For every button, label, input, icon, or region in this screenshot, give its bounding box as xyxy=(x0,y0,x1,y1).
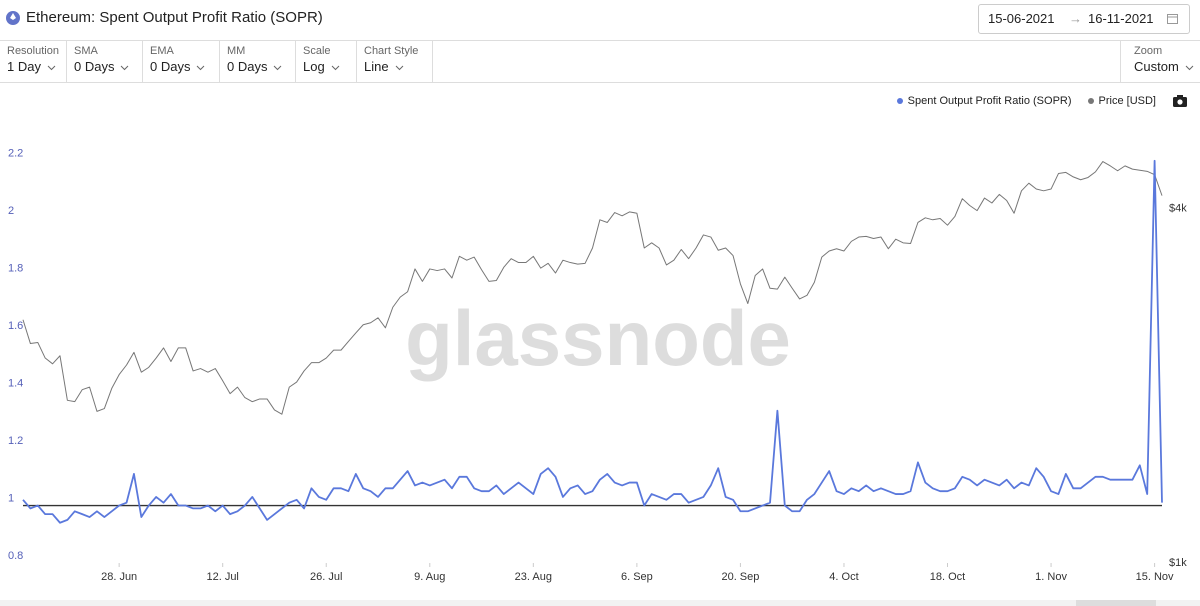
y-tick-label: 1.2 xyxy=(8,435,23,447)
control-value: Log xyxy=(303,59,356,74)
chevron xyxy=(197,65,205,70)
chevron xyxy=(1185,65,1194,70)
legend-dot xyxy=(1087,98,1094,105)
control-value: 0 Days xyxy=(74,59,142,74)
control-label: SMA xyxy=(74,45,98,57)
x-tick-label: 20. Sep xyxy=(721,571,759,583)
control[interactable]: MM 0 Days xyxy=(220,41,296,82)
header: Ethereum: Spent Output Profit Ratio (SOP… xyxy=(0,0,1200,41)
y-tick-label: 0.8 xyxy=(8,550,23,562)
y-tick-label: 1 xyxy=(8,493,14,505)
date-range[interactable]: 15-06-2021 → 16-11-2021 xyxy=(978,4,1190,34)
controls: Resolution 1 Day SMA 0 Days EMA 0 Days MM 0 … xyxy=(0,41,1200,83)
control[interactable]: EMA 0 Days xyxy=(143,41,220,82)
calendar-icon[interactable] xyxy=(1167,13,1178,24)
value: 1 Day xyxy=(7,59,41,74)
x-tick-label: 15. Nov xyxy=(1136,571,1174,583)
control-value: 0 Days xyxy=(227,59,295,74)
legend-label: Spent Output Profit Ratio (SOPR) xyxy=(907,95,1072,107)
control-label: Resolution xyxy=(7,45,59,57)
chevron xyxy=(395,65,403,70)
camera-icon[interactable] xyxy=(1173,95,1187,107)
legend-label: Price [USD] xyxy=(1098,95,1156,107)
control[interactable]: Chart Style Line xyxy=(357,41,433,82)
y2-tick-label: $4k xyxy=(1169,203,1187,215)
value: 0 Days xyxy=(227,59,268,74)
control[interactable]: Scale Log xyxy=(296,41,357,82)
control-value: 0 Days xyxy=(150,59,219,74)
chevron xyxy=(331,65,340,70)
arrow: → xyxy=(1069,11,1082,26)
control-label: Scale xyxy=(303,45,331,57)
navigator xyxy=(0,600,1200,606)
x-tick-label: 26. Jul xyxy=(310,571,342,583)
y-tick-label: 1.4 xyxy=(8,378,23,390)
x-tick-label: 23. Aug xyxy=(515,571,552,583)
control-value: 1 Day xyxy=(7,59,66,74)
value: Custom xyxy=(1134,59,1179,74)
x-tick-label: 9. Aug xyxy=(414,571,445,583)
control[interactable]: SMA 0 Days xyxy=(67,41,143,82)
value: 0 Days xyxy=(150,59,191,74)
x-tick-label: 6. Sep xyxy=(621,571,653,583)
legend-item[interactable]: Price [USD] xyxy=(1087,95,1156,107)
title: Ethereum: Spent Output Profit Ratio (SOP… xyxy=(26,9,323,26)
x-tick-label: 1. Nov xyxy=(1035,571,1067,583)
watermark: glassnode xyxy=(405,294,791,382)
control-value: Line xyxy=(364,59,432,74)
eth-icon xyxy=(6,11,20,25)
legend-dot xyxy=(896,98,903,105)
y2-tick-label: $1k xyxy=(1169,557,1187,569)
date-from[interactable]: 15-06-2021 xyxy=(988,11,1055,26)
legend-item[interactable]: Spent Output Profit Ratio (SOPR) xyxy=(896,95,1072,107)
legend: Spent Output Profit Ratio (SOPR) Price [U… xyxy=(896,95,1156,107)
series-line xyxy=(22,161,1163,415)
navigator-handle xyxy=(1076,600,1156,606)
y-tick-label: 1.8 xyxy=(8,263,23,275)
chevron xyxy=(47,65,56,70)
chevron xyxy=(274,65,282,70)
control-value: Custom xyxy=(1134,59,1200,74)
series-line xyxy=(22,159,1163,524)
date-to[interactable]: 16-11-2021 xyxy=(1088,11,1154,26)
value: Line xyxy=(364,59,389,74)
control[interactable]: Resolution 1 Day xyxy=(0,41,67,82)
y-tick-label: 2.2 xyxy=(8,148,23,160)
control-label: EMA xyxy=(150,45,174,57)
y-tick-label: 2 xyxy=(8,205,14,217)
x-tick-label: 28. Jun xyxy=(101,571,137,583)
x-tick-label: 18. Oct xyxy=(930,571,965,583)
control-label: Chart Style xyxy=(364,45,419,57)
chevron xyxy=(121,65,129,70)
value: Log xyxy=(303,59,325,74)
x-tick-label: 12. Jul xyxy=(206,571,238,583)
control[interactable]: Zoom Custom xyxy=(1120,41,1200,82)
control-label: MM xyxy=(227,45,246,57)
x-tick-label: 4. Oct xyxy=(829,571,858,583)
control-label: Zoom xyxy=(1134,45,1163,57)
value: 0 Days xyxy=(74,59,115,74)
y-tick-label: 1.6 xyxy=(8,320,23,332)
